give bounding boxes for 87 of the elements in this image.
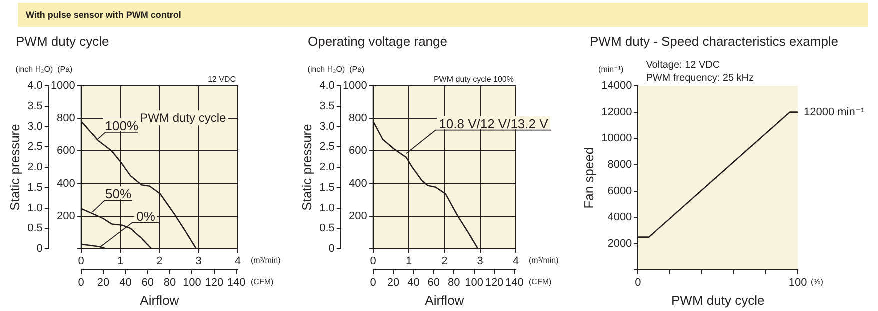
x-tick-label: 1 [406,256,412,268]
y-tick-label: 3.0 [320,120,335,133]
y-tick-label: 1.5 [28,182,43,194]
annotation: 12000 min⁻¹ [804,106,866,118]
y-tick-label: 4.0 [320,80,335,92]
x2-tick-label: 120 [205,276,224,289]
text: (inch H₂O) [308,65,346,74]
y-tick-label: 10000 [602,132,632,145]
text: PWM duty cycle 100% [434,75,514,84]
series-label: 100% [105,118,139,134]
text: PWM frequency: 25 kHz [646,73,754,84]
y-tick-label: 2000 [608,238,632,250]
y-tick-label: 4.0 [28,80,43,92]
chart-title: PWM duty cycle [16,34,110,51]
x-tick-label: 1 [117,256,124,268]
y-tick-label: 1.0 [320,202,335,214]
x-tick-label: 0 [78,256,84,268]
y-tick-label: 3.5 [320,100,335,112]
x2-tick-label: 140 [227,276,246,289]
y-axis-title: Static pressure [7,124,22,211]
chart-title: Operating voltage range [308,34,448,51]
y-tick-label: 6000 [608,185,632,198]
x2-tick-label: 20 [387,276,400,289]
x-tick-label: 4 [234,256,242,268]
y2-tick-label: 800 [57,112,76,125]
x2-tick-label: 120 [485,276,504,289]
y2-tick-label: 400 [57,178,76,190]
y2-tick-label: 400 [349,178,368,190]
x2-tick-label: 20 [97,276,110,289]
y2-tick-label: 200 [349,210,368,222]
chart-title: PWM duty - Speed characteristics example [590,34,840,51]
text: 10.8 V/12 V/13.2 V [439,116,549,132]
text: (m³/min) [529,256,560,266]
x2-tick-label: 40 [120,276,132,289]
text: (inch H₂O) [16,65,54,74]
y-tick-label: 3.0 [28,120,43,133]
x-axis-title: PWM duty cycle [672,292,765,308]
y-tick-label: 4000 [608,212,632,224]
y-tick-label: 12000 [602,106,632,118]
y-tick-label: 1.5 [320,182,335,194]
text: (Pa) [58,65,74,74]
text: (m³/min) [251,256,282,266]
text: (CFM) [251,277,274,286]
text: Voltage: 12 VDC [646,60,720,71]
y-tick-label: 8000 [608,158,632,171]
x-tick-label: 3 [477,256,484,268]
y-tick-label: 1.0 [28,202,43,214]
y-tick-label: 2.0 [320,162,335,174]
x-tick-label: 0 [370,256,376,268]
y-tick-label: 0 [36,243,43,256]
x2-tick-label: 80 [164,276,176,289]
y-tick-label: 2.5 [320,141,335,154]
y-axis-title: Fan speed [581,147,596,209]
x-tick-label: 3 [196,256,202,268]
text: (Pa) [350,65,366,74]
chart-subtitle: With pulse sensor with PWM control [18,3,868,27]
text: (CFM) [529,277,552,286]
y-axis-title: Static pressure [299,124,314,211]
y-tick-label: 3.5 [28,100,43,112]
x2-tick-label: 80 [448,276,460,289]
y-tick-label: 2.0 [28,162,43,174]
text: 12 VDC [208,75,236,84]
x2-tick-label: 140 [506,276,524,289]
x2-tick-label: 40 [408,276,420,289]
legend-title: PWM duty cycle [140,110,227,125]
x-tick-label: 4 [512,256,520,268]
y-tick-label: 14000 [602,80,632,92]
y-tick-label: 2.5 [28,141,43,154]
y2-tick-label: 600 [349,145,368,158]
x-tick-label: 2 [442,256,448,268]
text: 0% [136,208,156,224]
x2-tick-label: 60 [428,276,440,289]
y2-tick-label: 800 [349,112,368,125]
x-tick-label: 2 [156,256,163,268]
y2-tick-label: 1000 [50,80,76,92]
x2-tick-label: 60 [142,276,154,289]
text: (min⁻¹) [598,65,624,74]
y2-tick-label: 200 [57,210,76,222]
x-axis-title: Airflow [425,292,465,308]
text: (%) [811,277,824,286]
series-label: 50% [106,186,132,202]
y-tick-label: 0.5 [320,222,335,235]
y2-tick-label: 1000 [342,80,368,92]
y-tick-label: 0 [328,243,335,256]
y-tick-label: 0.5 [28,222,43,235]
x-axis-title: Airflow [140,292,180,308]
y2-tick-label: 600 [57,145,76,158]
